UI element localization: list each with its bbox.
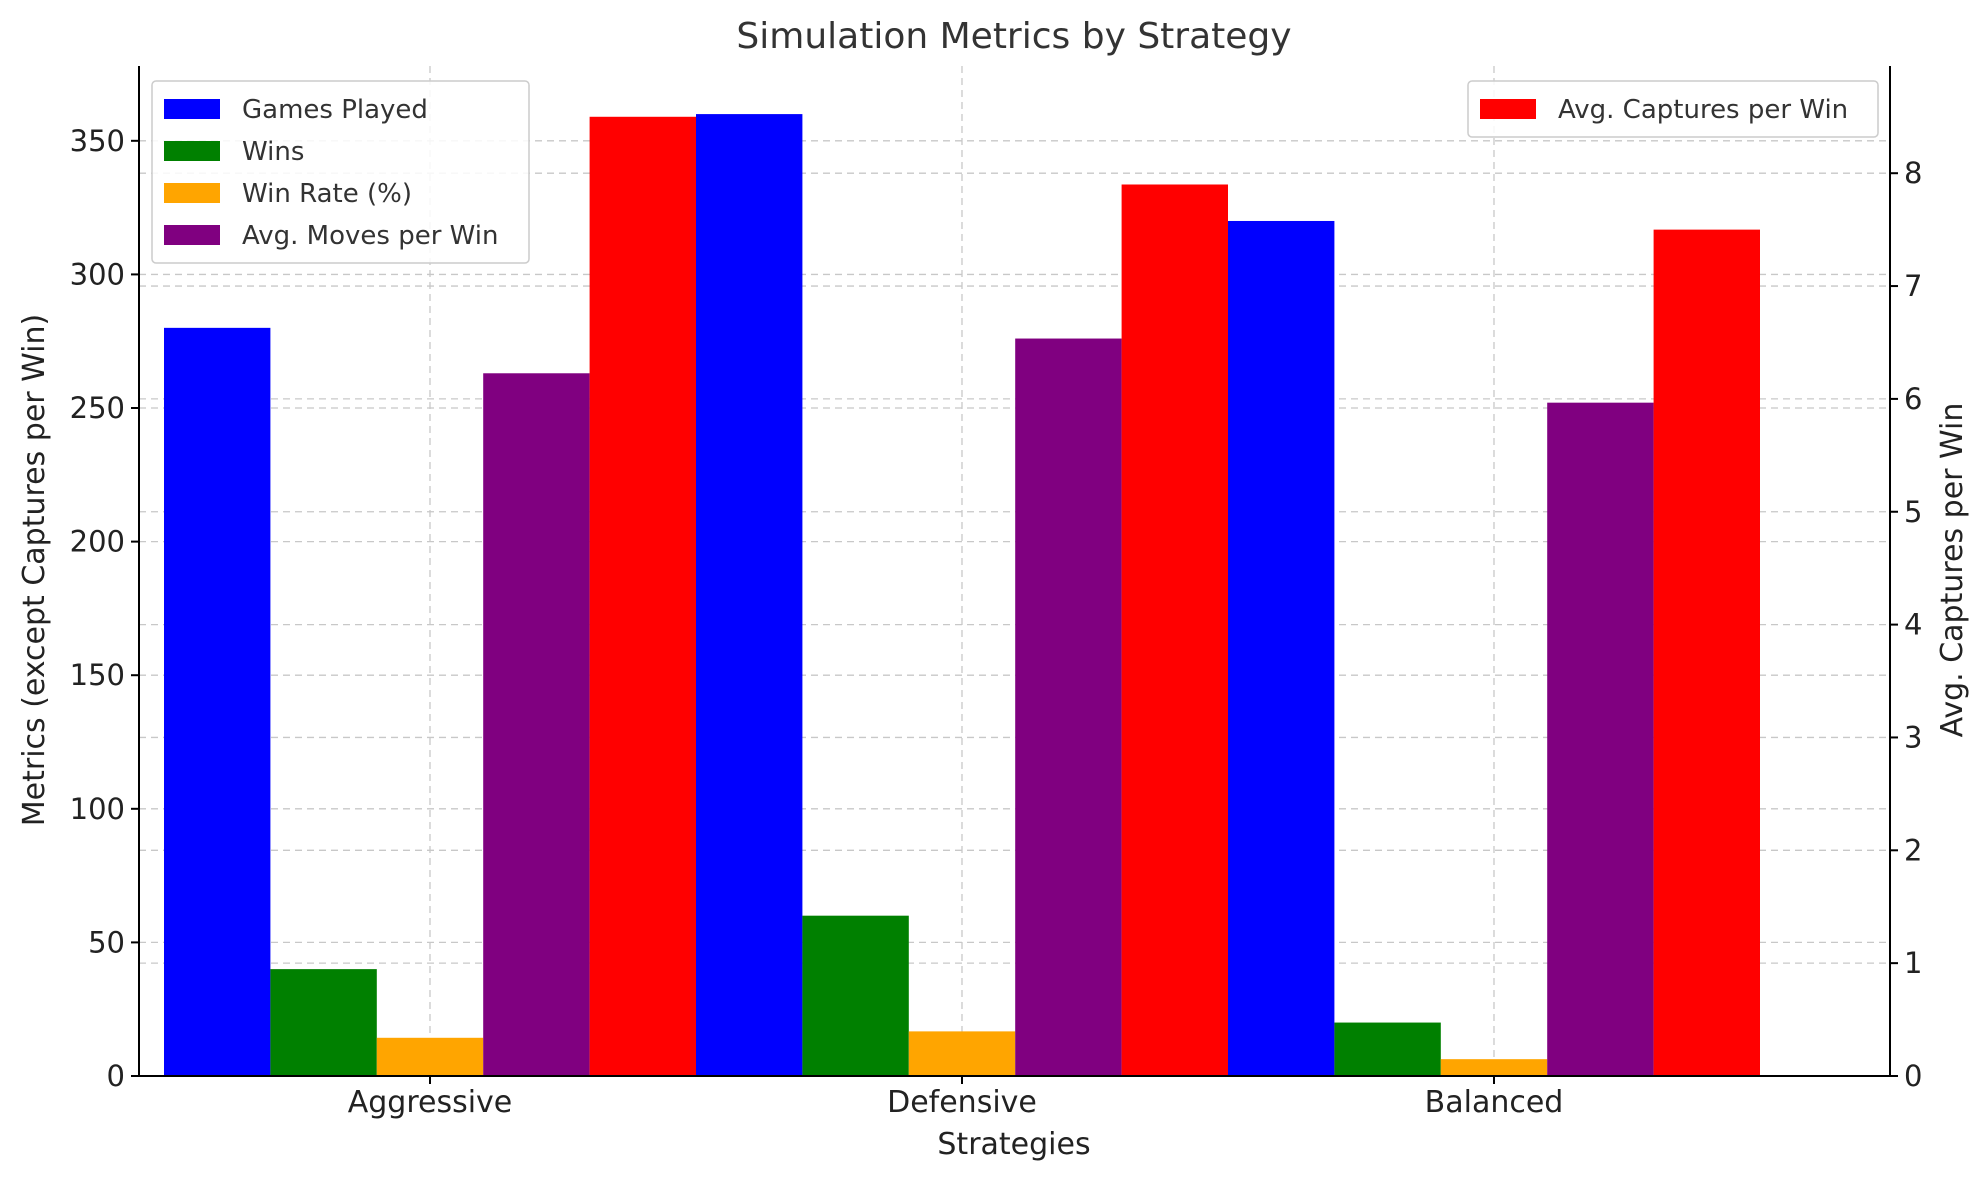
bar-win-rate--balanced (1440, 1059, 1548, 1076)
y-right-tick-label-6: 6 (1904, 382, 1922, 416)
legend-left-frame (151, 80, 530, 264)
bar-avg-moves-per-win-defensive (1015, 338, 1122, 1076)
legend-label-games-played: Games Played (242, 95, 428, 125)
y-right-tick-label-0: 0 (1904, 1059, 1922, 1093)
y-tick-label-0: 0 (107, 1059, 125, 1093)
x-axis-label: Strategies (937, 1127, 1090, 1162)
y-tick-label-100: 100 (70, 792, 125, 826)
legend-label-avg-moves-per-win: Avg. Moves per Win (242, 221, 499, 251)
legend-label-win-rate-: Win Rate (%) (242, 179, 412, 209)
bar-wins-aggressive (270, 969, 377, 1076)
y-right-tick-label-3: 3 (1904, 720, 1922, 754)
y-right-tick-label-2: 2 (1904, 833, 1922, 867)
bar-games-played-balanced (1228, 220, 1335, 1077)
x-tick-label-balanced: Balanced (1425, 1085, 1564, 1120)
bar-avg-captures-per-win-balanced (1653, 229, 1760, 1076)
y-right-tick-label-7: 7 (1904, 269, 1922, 303)
y-tick-label-350: 350 (70, 124, 125, 158)
y-tick-label-300: 300 (70, 257, 125, 291)
bar-avg-captures-per-win-aggressive (589, 116, 696, 1077)
legend-left: Games Played Wins Win Rate (%) Avg. Moves p… (151, 80, 530, 264)
bar-games-played-aggressive (164, 327, 271, 1077)
bar-win-rate--defensive (908, 1031, 1016, 1076)
legend-swatch-win-rate- (164, 183, 220, 203)
y-right-tick-label-5: 5 (1904, 495, 1922, 529)
chart-title: Simulation Metrics by Strategy (736, 16, 1291, 57)
y-right-tick-label-8: 8 (1904, 156, 1922, 190)
legend-swatch-avg-moves-per-win (164, 225, 220, 245)
x-tick-label-aggressive: Aggressive (348, 1085, 513, 1120)
bar-win-rate--aggressive (376, 1037, 484, 1076)
y-right-tick-label-4: 4 (1904, 608, 1922, 642)
bar-wins-defensive (802, 915, 909, 1076)
y-tick-label-250: 250 (70, 391, 125, 425)
bar-avg-moves-per-win-balanced (1547, 402, 1654, 1077)
x-tick-label-defensive: Defensive (887, 1085, 1037, 1120)
y-tick-label-150: 150 (70, 658, 125, 692)
bars (164, 114, 1760, 1077)
bar-avg-captures-per-win-defensive (1121, 184, 1228, 1076)
y-tick-label-50: 50 (88, 925, 125, 959)
legend-swatch-wins (164, 141, 220, 161)
y-right-tick-label-1: 1 (1904, 946, 1922, 980)
legend-swatch-avg-captures-per-win (1480, 99, 1536, 119)
legend-right-frame (1467, 80, 1879, 138)
legend-right: Avg. Captures per Win (1467, 80, 1879, 138)
axes: 0 50 100 150 200 250 300 350 0 1 2 3 4 5 6 7 8 Aggressive… (70, 66, 1922, 1120)
bar-avg-moves-per-win-aggressive (483, 373, 590, 1076)
legend-label-wins: Wins (242, 137, 304, 167)
y-tick-label-200: 200 (70, 525, 125, 559)
y-axis-right-label: Avg. Captures per Win (1935, 403, 1970, 738)
legend-swatch-games-played (164, 99, 220, 119)
legend-label-avg-captures-per-win: Avg. Captures per Win (1558, 95, 1848, 125)
y-axis-label: Metrics (except Captures per Win) (17, 314, 52, 826)
bar-games-played-defensive (696, 114, 803, 1077)
bar-wins-balanced (1334, 1022, 1441, 1076)
